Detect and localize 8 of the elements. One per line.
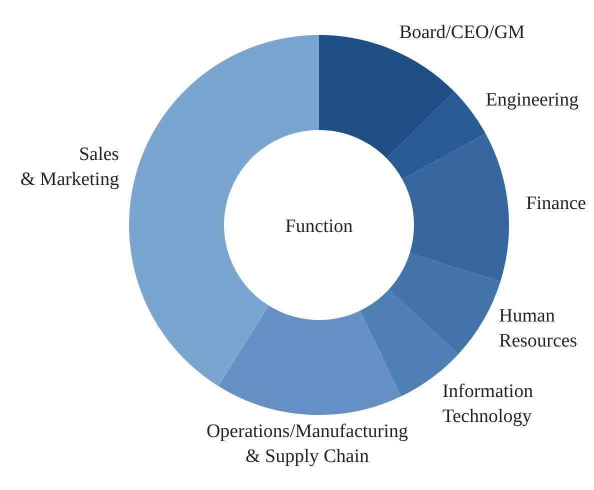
slice-label: Board/CEO/GM bbox=[399, 22, 525, 44]
slice-label: Information Technology bbox=[442, 380, 534, 427]
slice-label: Human Resources bbox=[499, 306, 578, 352]
slice-label: Sales & Marketing bbox=[20, 144, 120, 190]
text: Function bbox=[285, 216, 354, 237]
slice-label: Operations/Manufacturing & Supply Chain bbox=[206, 421, 409, 468]
slice-label: Finance bbox=[526, 193, 586, 214]
slice-label: Engineering bbox=[486, 90, 580, 111]
